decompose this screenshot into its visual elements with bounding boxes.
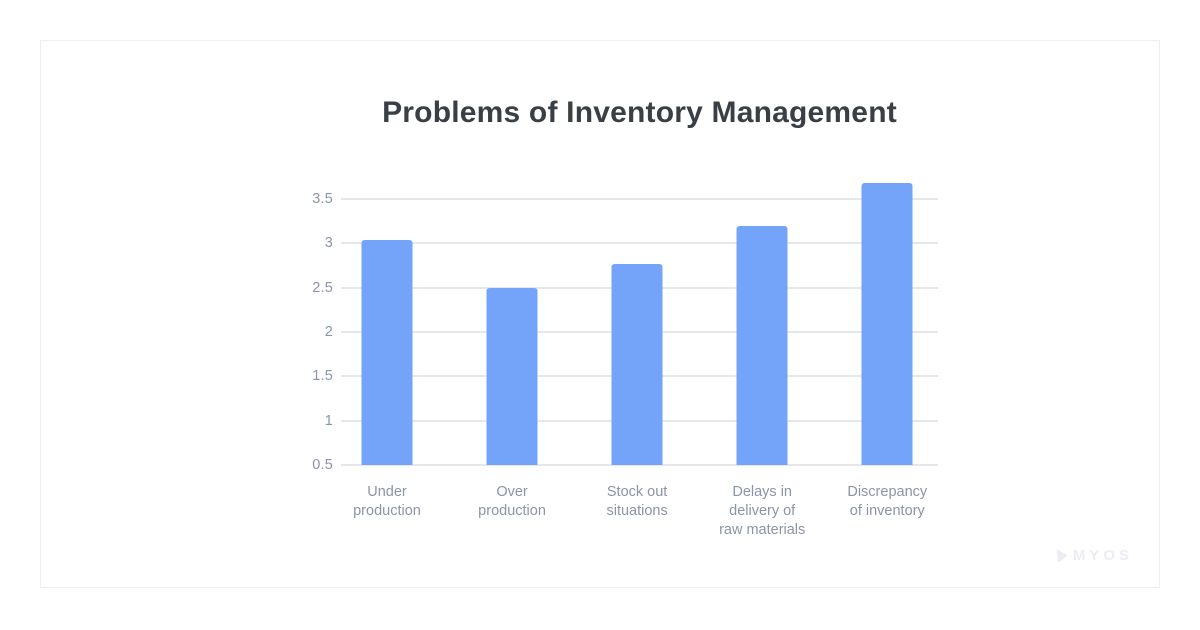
bar-stock-out-situations (611, 263, 663, 465)
gridline (341, 464, 938, 466)
myos-logo: MYOS (1054, 547, 1133, 564)
x-axis-category-label: Delays in delivery of raw materials (719, 484, 806, 538)
x-axis-category-label: Over production (478, 484, 546, 519)
y-axis-tick-label: 3.5 (312, 191, 333, 208)
chart-title: Problems of Inventory Management (382, 96, 897, 129)
gridline (341, 242, 938, 245)
plot-area (341, 177, 938, 466)
gridline (341, 198, 938, 201)
y-axis-tick-label: 3 (324, 235, 333, 252)
y-axis-tick-label: 2 (324, 324, 333, 341)
x-axis-category-label: Under production (353, 484, 421, 519)
y-axis-tick-label: 0.5 (312, 457, 333, 473)
myos-logo-text: MYOS (1072, 547, 1133, 564)
bar-delays-in-delivery-of-raw-materials (736, 225, 788, 465)
x-axis-category-label: Stock out situations (606, 484, 668, 519)
bar-over-production (486, 287, 538, 465)
bar-under-production (361, 239, 413, 465)
bar-discrepancy-of-inventory (861, 183, 913, 465)
y-axis-tick-label: 1.5 (312, 368, 333, 385)
y-axis: 0.5 1 1.5 2 2.5 3 3.5 (281, 177, 333, 473)
chart-card: Problems of Inventory Management 0.5 1 1.5… (40, 40, 1160, 588)
y-axis-tick-label: 1 (324, 412, 333, 429)
x-axis: Under production Over production Stock out si… (341, 483, 938, 553)
y-axis-tick-label: 2.5 (312, 279, 333, 296)
x-axis-category-label: Discrepancy of inventory (847, 484, 928, 519)
play-triangle-icon (1056, 548, 1067, 562)
